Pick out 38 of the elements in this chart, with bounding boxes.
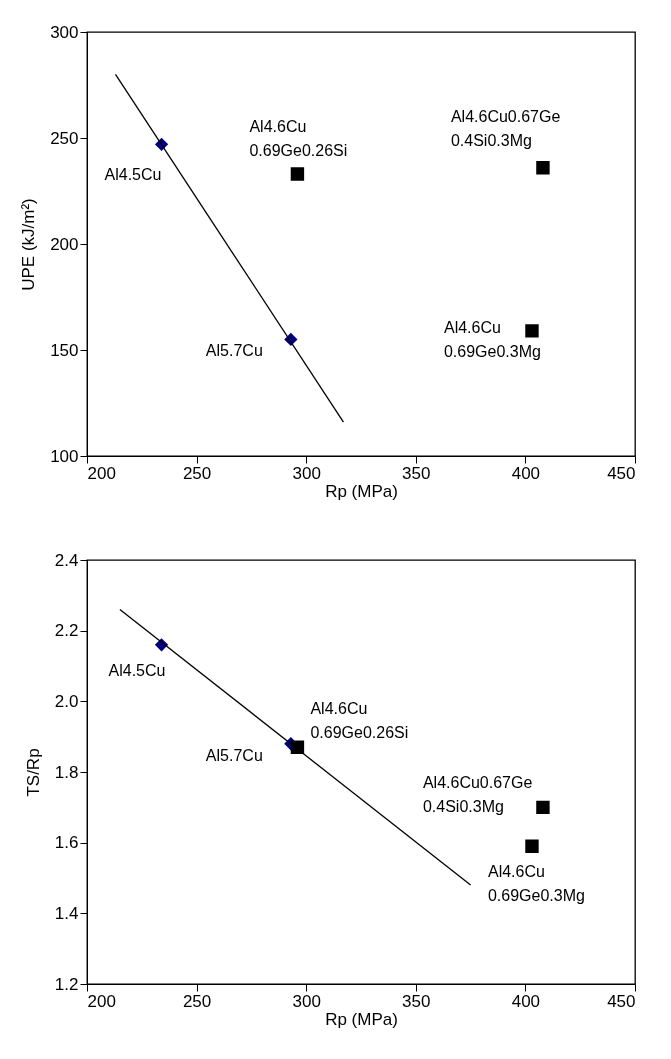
annotation: Al4.6Cu0.67Ge 0.4Si0.3Mg [422,774,533,816]
x-tick-label: 250 [182,463,212,483]
annotation: Al5.7Cu [205,342,263,360]
x-tick-label: 450 [607,463,636,483]
annotation: Al4.6Cu0.67Ge 0.4Si0.3Mg [450,107,561,149]
x-axis-title: Rp (MPa) [325,481,398,501]
y-tick-label: 100 [50,446,79,466]
y-tick-label: 150 [50,340,79,360]
annotation: Al4.5Cu [108,661,166,679]
x-tick-label: 300 [292,463,321,483]
x-tick-label: 200 [87,991,116,1011]
y-tick-label: 1.2 [54,974,79,994]
x-tick-label: 450 [607,991,636,1011]
annotation: Al4.6Cu 0.69Ge0.26Si [249,118,348,160]
y-tick-label: 2.0 [54,691,79,711]
x-tick-label: 300 [292,991,321,1011]
y-tick-label: 1.8 [54,762,79,782]
annotation: Al4.5Cu [104,166,162,184]
annotation: Al4.6Cu 0.69Ge0.3Mg [487,863,585,905]
y-axis-title: TS/Rp [23,748,43,797]
annotation: Al5.7Cu [205,746,263,764]
y-tick-label: 200 [50,234,79,254]
x-tick-label: 350 [402,991,431,1011]
x-tick-label: 200 [87,463,116,483]
y-tick-label: 300 [50,22,79,42]
x-tick-label: 350 [402,463,431,483]
annotation: Al4.6Cu 0.69Ge0.26Si [310,700,409,742]
x-tick-label: 250 [182,991,212,1011]
x-tick-label: 400 [511,463,541,483]
y-tick-label: 250 [50,128,79,148]
x-tick-label: 400 [511,991,541,1011]
y-tick-label: 1.4 [54,903,79,923]
y-axis-title: UPE (kJ/m²) [19,198,39,291]
y-tick-label: 1.6 [54,833,79,853]
x-axis-title: Rp (MPa) [325,1009,398,1029]
y-tick-label: 2.4 [54,550,79,570]
annotation: Al4.6Cu 0.69Ge0.3Mg [443,318,541,360]
y-tick-label: 2.2 [54,621,79,641]
